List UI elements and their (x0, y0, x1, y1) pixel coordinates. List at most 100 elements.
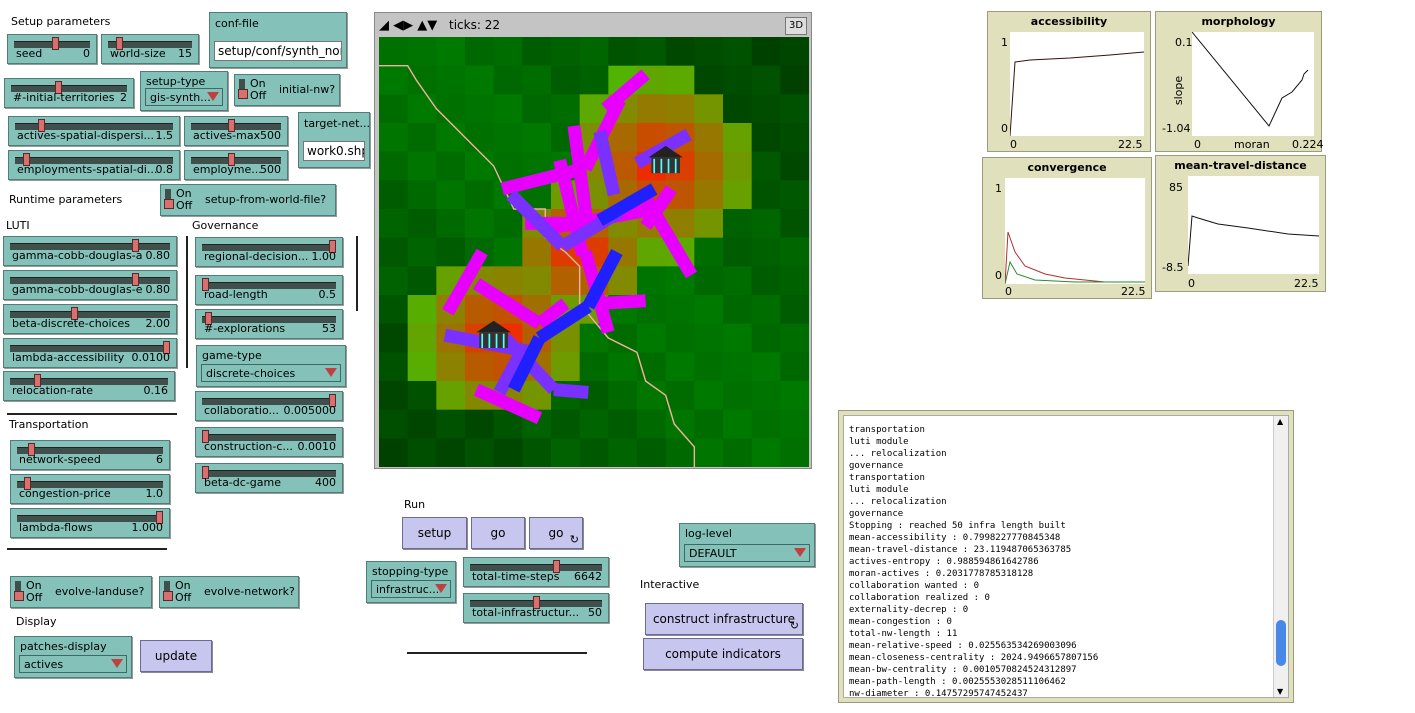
slider-knob[interactable] (228, 119, 236, 132)
total-time-steps-slider[interactable]: total-time-steps 6642 (463, 557, 609, 587)
congestion-price-slider[interactable]: congestion-price 1.0 (10, 474, 170, 504)
world-canvas[interactable] (379, 37, 809, 467)
beta-dc-game-slider[interactable]: beta-dc-game 400 (195, 463, 343, 493)
regional-decision-slider[interactable]: regional-decision... 1.00 (195, 237, 343, 267)
patch (723, 266, 753, 296)
game-type-chooser[interactable]: game-type discrete-choices (196, 345, 346, 387)
setup-button[interactable]: setup (402, 517, 467, 549)
slider-knob[interactable] (202, 466, 209, 479)
slider-knob[interactable] (132, 273, 140, 286)
patch (694, 209, 724, 239)
slider-knob[interactable] (228, 153, 236, 166)
slider-knob[interactable] (34, 374, 42, 387)
stopping-type-chooser[interactable]: stopping-type infrastruc... (366, 561, 456, 603)
update-button[interactable]: update (140, 640, 212, 672)
slider-knob[interactable] (23, 477, 31, 490)
slider-knob[interactable] (163, 341, 170, 354)
gamma-cobb-douglas-e-slider[interactable]: gamma-cobb-douglas-e 0.80 (3, 270, 177, 300)
patch (579, 352, 609, 382)
slider-knob[interactable] (329, 394, 336, 407)
patch (407, 151, 437, 181)
relocation-rate-slider[interactable]: relocation-rate 0.16 (3, 371, 175, 401)
slider-knob[interactable] (115, 37, 123, 50)
display-heading: Display (16, 615, 57, 628)
gamma-cobb-douglas-a-slider[interactable]: gamma-cobb-douglas-a 0.80 (3, 236, 177, 266)
lambda-accessibility-slider[interactable]: lambda-accessibility 0.0100 (3, 338, 177, 368)
patch (694, 438, 724, 467)
total-infrastructure-slider[interactable]: total-infrastructur... 50 (463, 593, 609, 623)
output-scrollbar[interactable]: ▲ ▼ (1273, 416, 1288, 697)
slider-knob[interactable] (532, 596, 540, 609)
slider-knob[interactable] (156, 511, 163, 524)
world-view[interactable]: ◢ ◀▶ ▲▼ ticks: 22 3D (374, 12, 812, 469)
collaboration-slider[interactable]: collaboratio... 0.005000 (195, 391, 343, 421)
patch (493, 37, 523, 67)
conf-file-input[interactable]: setup/conf/synth_non (214, 41, 342, 61)
patch (436, 180, 466, 210)
slider-knob[interactable] (202, 430, 209, 443)
world-size-slider[interactable]: world-size 15 (101, 34, 199, 64)
patch (751, 237, 781, 267)
network-speed-slider[interactable]: network-speed 6 (10, 440, 170, 470)
patch (379, 266, 409, 296)
patch (551, 266, 581, 296)
employments-max-slider[interactable]: employme... 500 (184, 150, 288, 180)
patch (407, 352, 437, 382)
scroll-down-icon[interactable]: ▼ (1277, 687, 1284, 696)
construction-cost-slider[interactable]: construction-c... 0.0010 (195, 427, 343, 457)
beta-discrete-choices-slider[interactable]: beta-discrete-choices 2.00 (3, 304, 177, 334)
construct-infrastructure-button[interactable]: construct infrastructure ↻ (645, 603, 803, 635)
patch (780, 409, 809, 439)
patch (723, 65, 753, 95)
go-forever-button[interactable]: go ↻ (529, 517, 583, 549)
target-network-input[interactable]: work0.shp (303, 141, 365, 161)
slider-knob[interactable] (71, 307, 79, 320)
setup-from-world-file-switch[interactable]: On Off setup-from-world-file? (160, 184, 336, 216)
view-toolbar-icons[interactable]: ◢ ◀▶ ▲▼ (379, 18, 438, 33)
patch (465, 65, 495, 95)
compute-indicators-button[interactable]: compute indicators (643, 638, 803, 670)
slider-knob[interactable] (132, 239, 140, 252)
slider-knob[interactable] (552, 560, 560, 573)
initial-territories-slider[interactable]: #-initial-territories 2 (4, 78, 134, 108)
scrollbar-thumb[interactable] (1276, 620, 1286, 666)
slider-knob[interactable] (28, 443, 36, 456)
evolve-network-switch[interactable]: On Off evolve-network? (159, 576, 299, 608)
lambda-flows-slider[interactable]: lambda-flows 1.000 (10, 508, 170, 538)
seed-slider[interactable]: seed 0 (7, 34, 97, 64)
patch (407, 94, 437, 124)
initial-nw-switch[interactable]: On Off initial-nw? (234, 74, 340, 106)
road-length-slider[interactable]: road-length 0.5 (195, 275, 343, 305)
employments-spatial-dispersion-slider[interactable]: employments-spatial-di... 0.8 (8, 150, 180, 180)
actives-max-slider[interactable]: actives-max 500 (184, 116, 288, 146)
patch (751, 352, 781, 382)
setup-type-chooser[interactable]: setup-type gis-synth... (140, 71, 228, 111)
evolve-landuse-switch[interactable]: On Off evolve-landuse? (10, 576, 152, 608)
patch (751, 438, 781, 467)
3d-button[interactable]: 3D (785, 17, 807, 35)
governance-right-divider (356, 236, 358, 311)
slider-knob[interactable] (202, 278, 209, 291)
patch (493, 237, 523, 267)
explorations-slider[interactable]: #-explorations 53 (195, 309, 343, 339)
patch (751, 94, 781, 124)
slider-knob[interactable] (51, 37, 59, 50)
slider-knob[interactable] (204, 312, 212, 325)
log-level-chooser[interactable]: log-level DEFAULT (679, 523, 815, 567)
slider-knob[interactable] (329, 240, 336, 253)
patch (751, 409, 781, 439)
patch (551, 352, 581, 382)
patch (694, 37, 724, 67)
luti-heading: LUTI (6, 219, 30, 232)
slider-knob[interactable] (22, 153, 30, 166)
patches-display-chooser[interactable]: patches-display actives (14, 636, 132, 678)
actives-spatial-dispersion-slider[interactable]: actives-spatial-dispersi... 1.5 (8, 116, 180, 146)
patch (579, 409, 609, 439)
slider-knob[interactable] (54, 81, 62, 94)
slider-knob[interactable] (37, 119, 45, 132)
output-text-area[interactable]: transportation luti module ... relocalizat… (843, 415, 1289, 698)
patch (694, 352, 724, 382)
go-once-button[interactable]: go (471, 517, 525, 549)
scroll-up-icon[interactable]: ▲ (1277, 417, 1284, 426)
patch (493, 209, 523, 239)
